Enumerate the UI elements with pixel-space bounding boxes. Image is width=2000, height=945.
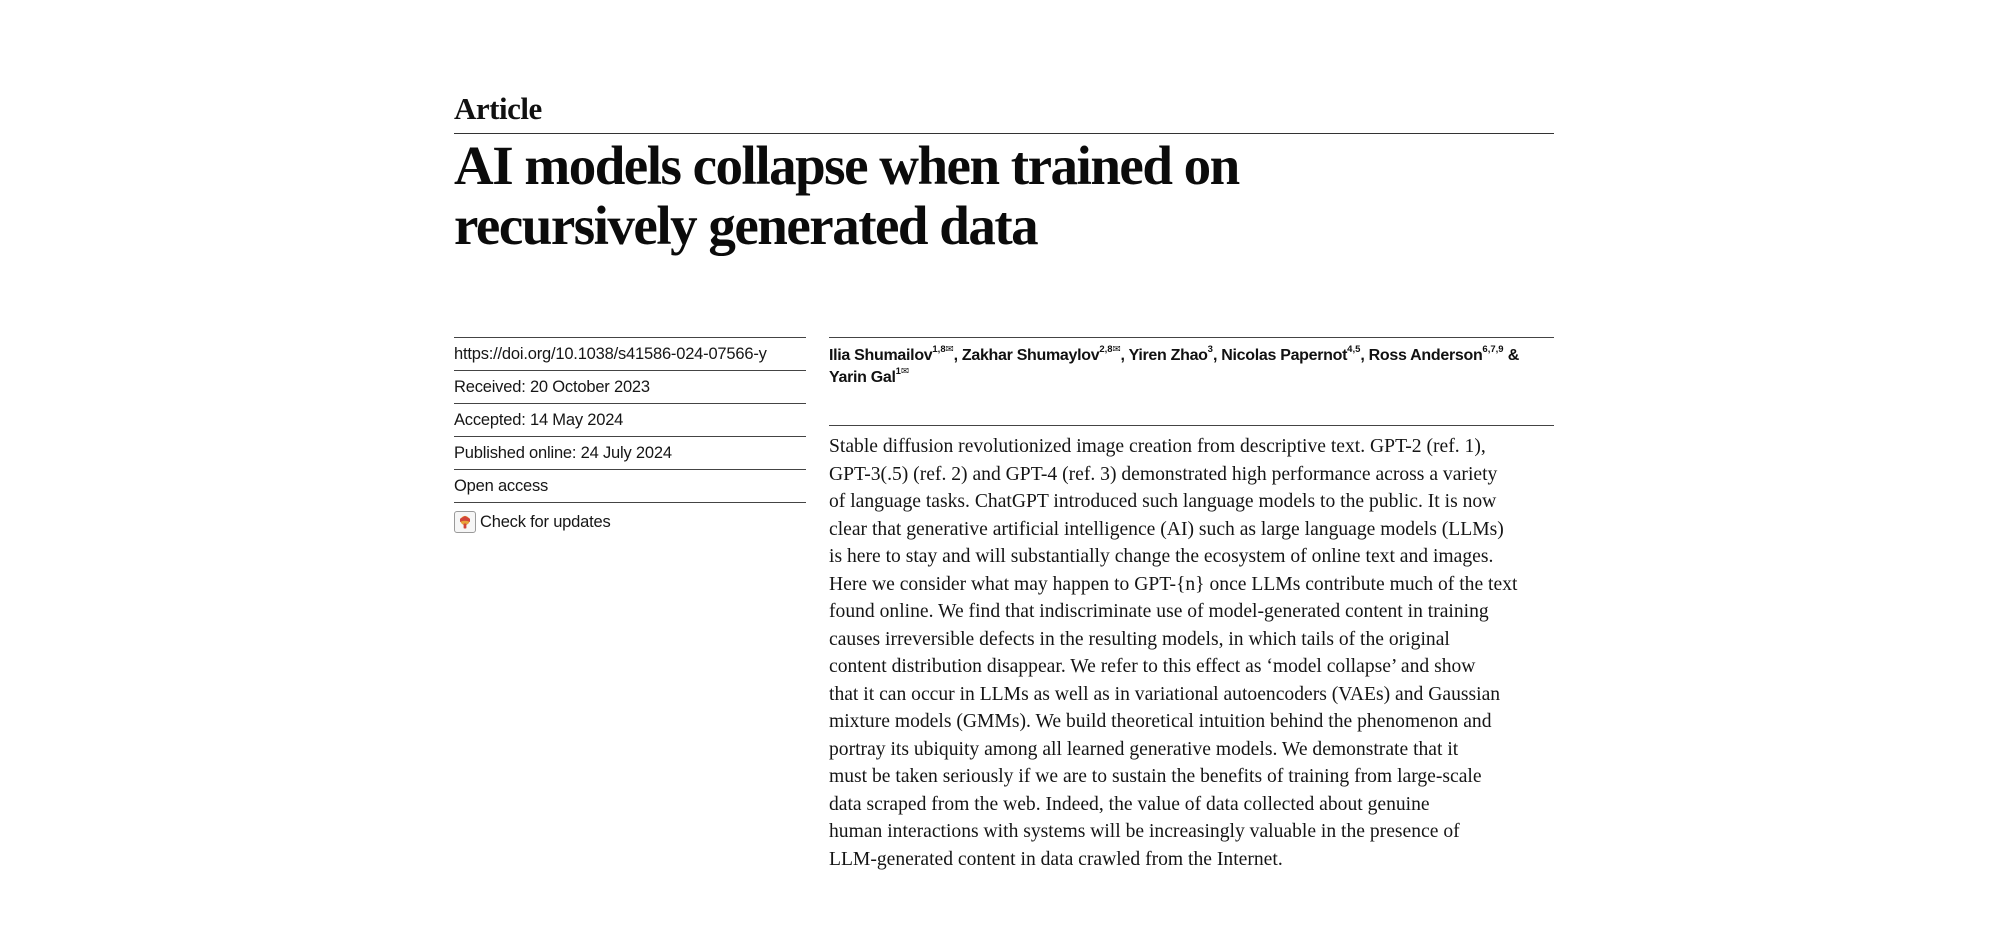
author-name[interactable]: Zakhar Shumaylov (961, 347, 1100, 364)
title-line-1: AI models collapse when trained on (454, 135, 1240, 196)
accepted-date: Accepted: 14 May 2024 (454, 403, 806, 436)
abstract-line: data scraped from the web. Indeed, the v… (829, 793, 1430, 815)
abstract-line: LLM-generated content in data crawled fr… (829, 848, 1283, 870)
abstract-line: mixture models (GMMs). We build theoreti… (829, 711, 1492, 732)
author[interactable]: Ilia Shumailov1,8✉ (829, 343, 954, 364)
received-date: Received: 20 October 2023 (454, 370, 806, 403)
author-separator: , (1212, 347, 1222, 364)
authors-rule (829, 337, 1554, 338)
published-date: Published online: 24 July 2024 (454, 436, 806, 469)
abstract-rule (829, 425, 1554, 426)
header-rule (454, 133, 1554, 134)
abstract-line: found online. We find that indiscriminat… (829, 601, 1489, 622)
abstract-line: clear that generative artificial intelli… (829, 518, 1504, 540)
abstract-line: is here to stay and will substantially c… (829, 546, 1494, 567)
check-for-updates-button[interactable]: Check for updates (454, 502, 806, 535)
open-access-label: Open access (454, 469, 806, 502)
abstract-line: Stable diffusion revolutionized image cr… (829, 436, 1486, 457)
article-metadata: https://doi.org/10.1038/s41586-024-07566… (454, 337, 806, 535)
envelope-icon[interactable]: ✉ (1112, 343, 1121, 355)
author[interactable]: Zakhar Shumaylov2,8✉ (961, 343, 1121, 364)
abstract-line: causes irreversible defects in the resul… (829, 628, 1450, 650)
author-name[interactable]: Yiren Zhao (1128, 347, 1208, 364)
check-for-updates-label: Check for updates (480, 512, 611, 531)
author-affiliation: 1 (895, 365, 901, 377)
author-list: Ilia Shumailov1,8✉, Zakhar Shumaylov2,8✉… (829, 343, 1554, 389)
author[interactable]: & Yarin Gal1✉ (829, 347, 1519, 386)
abstract: Stable diffusion revolutionized image cr… (829, 433, 1554, 873)
abstract-line: that it can occur in LLMs as well as in … (829, 683, 1501, 705)
author[interactable]: Nicolas Papernot4,5 (1221, 343, 1361, 364)
author-name[interactable]: & Yarin Gal (829, 347, 1519, 386)
abstract-line: human interactions with systems will be … (829, 821, 1460, 842)
title-line-2: recursively generated data (454, 195, 1039, 256)
doi-link[interactable]: https://doi.org/10.1038/s41586-024-07566… (454, 337, 806, 370)
abstract-line: content distribution disappear. We refer… (829, 656, 1476, 677)
author[interactable]: Ross Anderson6,7,9 (1368, 343, 1504, 364)
author-separator: , (953, 347, 962, 364)
abstract-line: must be taken seriously if we are to sus… (829, 766, 1482, 787)
author-separator: , (1120, 347, 1129, 364)
author-affiliation: 1,8 (932, 343, 946, 355)
envelope-icon[interactable]: ✉ (900, 365, 909, 377)
author-affiliation: 2,8 (1099, 343, 1113, 355)
envelope-icon[interactable]: ✉ (945, 343, 954, 355)
article-type-label: Article (454, 91, 542, 126)
article-title: AI models collapse when trained on recur… (454, 136, 1554, 256)
abstract-line: Here we consider what may happen to GPT-… (829, 573, 1518, 595)
author-affiliation: 6,7,9 (1482, 343, 1504, 355)
author[interactable]: Yiren Zhao3 (1128, 343, 1213, 364)
author-name[interactable]: Ross Anderson (1368, 347, 1483, 364)
author-name[interactable]: Nicolas Papernot (1221, 347, 1348, 364)
author-name[interactable]: Ilia Shumailov (829, 347, 933, 364)
author-affiliation: 3 (1207, 343, 1213, 355)
article-page: Article AI models collapse when trained … (454, 0, 1554, 945)
author-affiliation: 4,5 (1347, 343, 1361, 355)
abstract-line: GPT-3(.5) (ref. 2) and GPT-4 (ref. 3) de… (829, 463, 1498, 485)
abstract-line: of language tasks. ChatGPT introduced su… (829, 491, 1497, 512)
check-for-updates-icon (454, 510, 476, 533)
author-separator: , (1360, 347, 1369, 364)
abstract-line: portray its ubiquity among all learned g… (829, 738, 1459, 760)
